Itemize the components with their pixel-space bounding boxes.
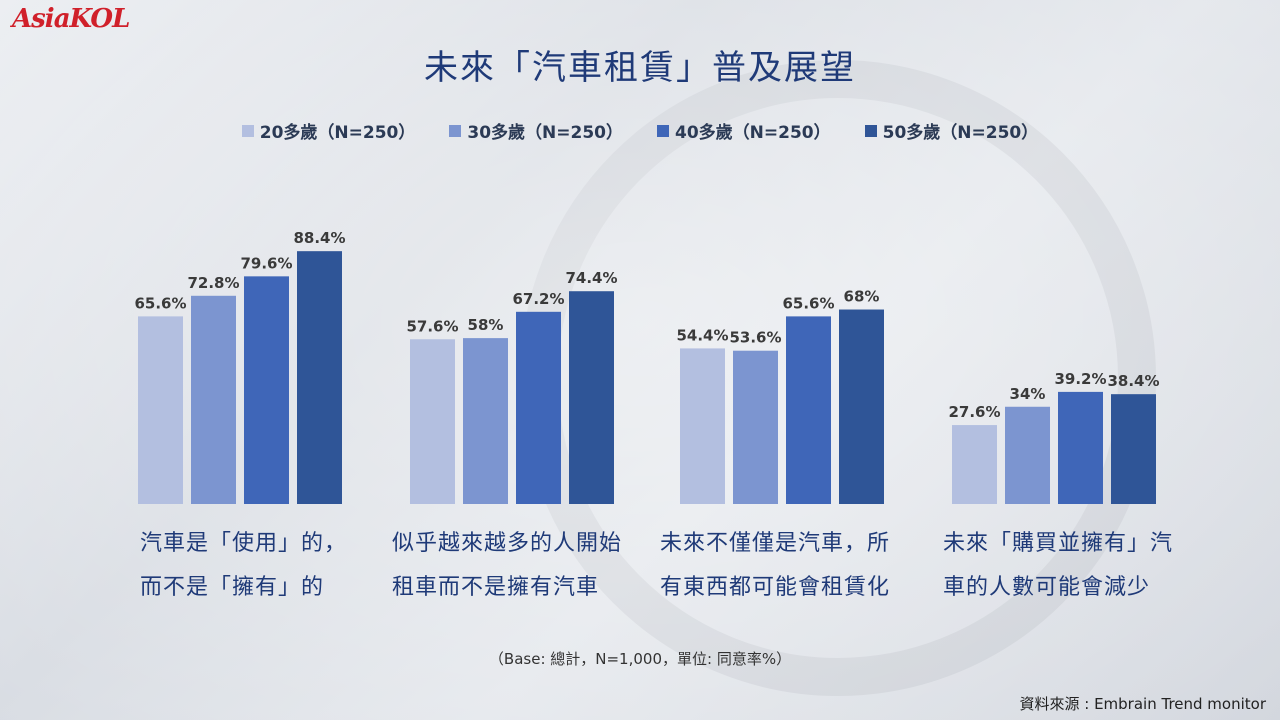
category-label: 似乎越來越多的人開始 租車而不是擁有汽車 xyxy=(392,522,642,610)
bar xyxy=(839,309,884,504)
bar xyxy=(569,291,614,504)
category-label: 未來「購買並擁有」汽 車的人數可能會減少 xyxy=(943,522,1193,610)
bar xyxy=(952,425,997,504)
category-label-line: 未來「購買並擁有」汽 xyxy=(943,531,1174,556)
bar xyxy=(138,316,183,504)
legend-label: 30多歲（N=250） xyxy=(467,123,623,143)
base-note: （Base: 總計，N=1,000，單位: 同意率%） xyxy=(488,650,792,668)
bar xyxy=(1111,394,1156,504)
data-label: 74.4% xyxy=(565,269,617,287)
legend-label: 50多歲（N=250） xyxy=(882,123,1039,143)
data-label: 72.8% xyxy=(187,274,239,292)
category-label-line: 租車而不是擁有汽車 xyxy=(392,575,600,600)
legend-label: 40多歲（N=250） xyxy=(675,123,831,143)
data-label: 67.2% xyxy=(512,290,564,308)
bar xyxy=(680,348,725,504)
legend-item: 30多歲（N=250） xyxy=(449,118,623,143)
category-label-line: 汽車是「使用」的， xyxy=(140,531,348,556)
category-label-line: 車的人數可能會減少 xyxy=(943,575,1151,600)
legend-item: 20多歲（N=250） xyxy=(241,118,416,143)
data-label: 88.4% xyxy=(293,229,345,247)
data-label: 57.6% xyxy=(406,317,458,335)
legend-swatch xyxy=(864,124,877,137)
bar xyxy=(786,316,831,504)
asiakol-logo: AsiaKOL xyxy=(12,4,130,34)
bar xyxy=(1005,406,1050,504)
category-label: 汽車是「使用」的， 而不是「擁有」的 xyxy=(140,522,390,610)
data-label: 68% xyxy=(844,288,880,306)
data-label: 65.6% xyxy=(782,294,834,312)
legend-item: 50多歲（N=250） xyxy=(864,118,1039,143)
legend-swatch xyxy=(449,124,462,137)
data-label: 65.6% xyxy=(134,294,186,312)
bar xyxy=(297,251,342,504)
bar xyxy=(410,339,455,504)
bar xyxy=(1058,391,1103,504)
data-label: 54.4% xyxy=(676,326,728,344)
category-label: 未來不僅僅是汽車，所 有東西都可能會租賃化 xyxy=(660,522,910,610)
data-label: 38.4% xyxy=(1107,372,1159,390)
bar xyxy=(244,276,289,504)
bar xyxy=(516,311,561,504)
bar xyxy=(733,350,778,504)
category-label-line: 似乎越來越多的人開始 xyxy=(392,531,623,556)
data-label: 53.6% xyxy=(729,329,781,347)
category-label-line: 而不是「擁有」的 xyxy=(140,575,325,600)
legend-item: 40多歲（N=250） xyxy=(657,118,831,143)
data-label: 39.2% xyxy=(1054,370,1106,388)
source-note: 資料來源 : Embrain Trend monitor xyxy=(1019,695,1266,713)
category-label-line: 未來不僅僅是汽車，所 xyxy=(660,531,891,556)
data-label: 34% xyxy=(1010,385,1046,403)
legend-label: 20多歲（N=250） xyxy=(259,123,416,143)
legend-swatch xyxy=(241,124,254,137)
bar xyxy=(191,295,236,504)
data-label: 58% xyxy=(468,316,504,334)
data-label: 27.6% xyxy=(948,403,1000,421)
category-label-line: 有東西都可能會租賃化 xyxy=(660,575,891,600)
chart-title: 未來「汽車租賃」普及展望 xyxy=(424,48,856,88)
legend: 20多歲（N=250） 30多歲（N=250） 40多歲（N=250） 50多歲… xyxy=(0,118,1280,143)
legend-swatch xyxy=(657,124,669,137)
data-label: 79.6% xyxy=(240,254,292,272)
bar xyxy=(463,338,508,504)
